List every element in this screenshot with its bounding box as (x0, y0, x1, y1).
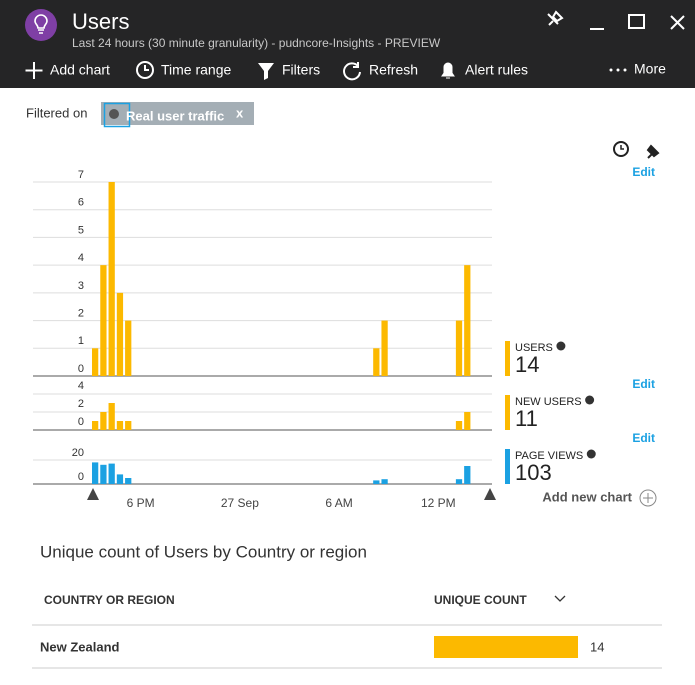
bell-icon (441, 62, 455, 79)
pin-button[interactable] (547, 10, 564, 26)
toolbar-item[interactable]: Filters (282, 62, 320, 78)
y-tick-label: 0 (78, 363, 84, 375)
toolbar-item[interactable]: Refresh (369, 62, 418, 78)
refresh-icon (343, 62, 361, 81)
legend-name: PAGE VIEWS (515, 450, 583, 462)
y-tick-label: 2 (78, 398, 84, 410)
info-icon[interactable] (585, 395, 595, 405)
bar (92, 462, 99, 484)
add-circle[interactable] (639, 489, 657, 507)
add-plus (643, 493, 653, 503)
bar (125, 478, 132, 484)
y-tick-label: 7 (78, 169, 84, 181)
edit-link[interactable]: Edit (632, 165, 655, 179)
count-bar (434, 636, 578, 658)
pin-chart[interactable] (646, 144, 660, 159)
legend-total: 103 (515, 460, 552, 485)
bar (125, 320, 132, 376)
count-value: 14 (590, 639, 604, 654)
y-tick-label: 4 (78, 252, 84, 264)
history-hand (620, 145, 624, 150)
add-icon (25, 62, 43, 79)
legend-swatch (505, 395, 510, 430)
bar (464, 466, 471, 484)
column-header[interactable]: UNIQUE COUNT (434, 593, 527, 607)
edit-link[interactable]: Edit (632, 431, 655, 445)
info-icon (109, 109, 119, 119)
bar (381, 320, 388, 376)
maximize-button[interactable] (628, 14, 645, 29)
filter-tag-text: Real user traffic (126, 108, 224, 123)
bar (92, 421, 99, 430)
y-tick-label: 3 (78, 280, 84, 292)
y-tick-label: 6 (78, 197, 84, 209)
x-tick-label: 12 PM (421, 496, 456, 510)
y-tick-label: 2 (78, 307, 84, 319)
bar (100, 412, 107, 430)
filter-icon (258, 63, 274, 80)
more-dots (609, 68, 627, 72)
bar (373, 480, 380, 484)
bulb-icon (34, 14, 48, 34)
toolbar-item[interactable]: Alert rules (465, 62, 528, 78)
sort-chevron[interactable] (554, 595, 566, 602)
bar (464, 412, 471, 430)
y-tick-label: 0 (78, 416, 84, 428)
legend-total: 11 (515, 406, 538, 431)
bar (125, 421, 132, 430)
row-label: New Zealand (40, 639, 120, 654)
bar (464, 265, 471, 376)
bar (108, 182, 115, 376)
x-tick-label: 6 PM (127, 496, 155, 510)
header-bar (0, 0, 695, 88)
close-button[interactable] (670, 15, 685, 30)
bar (373, 348, 380, 376)
history-icon[interactable] (613, 141, 629, 157)
toolbar-item[interactable]: Add chart (50, 62, 110, 78)
edit-link[interactable]: Edit (632, 377, 655, 391)
bar (116, 474, 124, 484)
y-tick-label: 0 (78, 471, 84, 483)
toolbar-item[interactable]: Time range (161, 62, 232, 78)
info-icon[interactable] (556, 341, 566, 351)
y-tick-label: 20 (72, 447, 84, 459)
filter-tag[interactable] (101, 102, 254, 125)
bar (116, 421, 124, 430)
x-tick-label: 27 Sep (221, 496, 259, 510)
legend-name: USERS (515, 342, 553, 354)
app-icon (25, 9, 57, 41)
legend-swatch (505, 341, 510, 376)
title: Users (72, 9, 129, 34)
y-tick-label: 1 (78, 335, 84, 347)
legend-swatch (505, 449, 510, 484)
bar (381, 479, 388, 484)
bar (455, 320, 463, 376)
bar (100, 265, 107, 376)
legend-total: 14 (515, 352, 539, 377)
bar (455, 479, 463, 484)
toolbar-item[interactable]: More (634, 61, 666, 77)
bar (108, 403, 115, 430)
filter-remove[interactable]: x (236, 105, 244, 120)
info-icon[interactable] (586, 449, 596, 459)
table-title: Unique count of Users by Country or regi… (40, 542, 367, 561)
clock-hand (144, 65, 149, 71)
bar (455, 421, 463, 430)
bar (100, 464, 107, 484)
filter-label: Filtered on (26, 105, 87, 120)
y-tick-label: 4 (78, 380, 84, 392)
x-tick-label: 6 AM (325, 496, 352, 510)
clock-icon (136, 61, 154, 79)
y-tick-label: 5 (78, 224, 84, 236)
bar (92, 348, 99, 376)
add-new-chart[interactable]: Add new chart (542, 489, 632, 504)
bar (108, 463, 115, 484)
column-header[interactable]: COUNTRY OR REGION (44, 593, 175, 607)
bar (116, 292, 124, 376)
legend-name: NEW USERS (515, 396, 582, 408)
subtitle: Last 24 hours (30 minute granularity) - … (72, 36, 441, 50)
focus-outline (103, 102, 131, 128)
